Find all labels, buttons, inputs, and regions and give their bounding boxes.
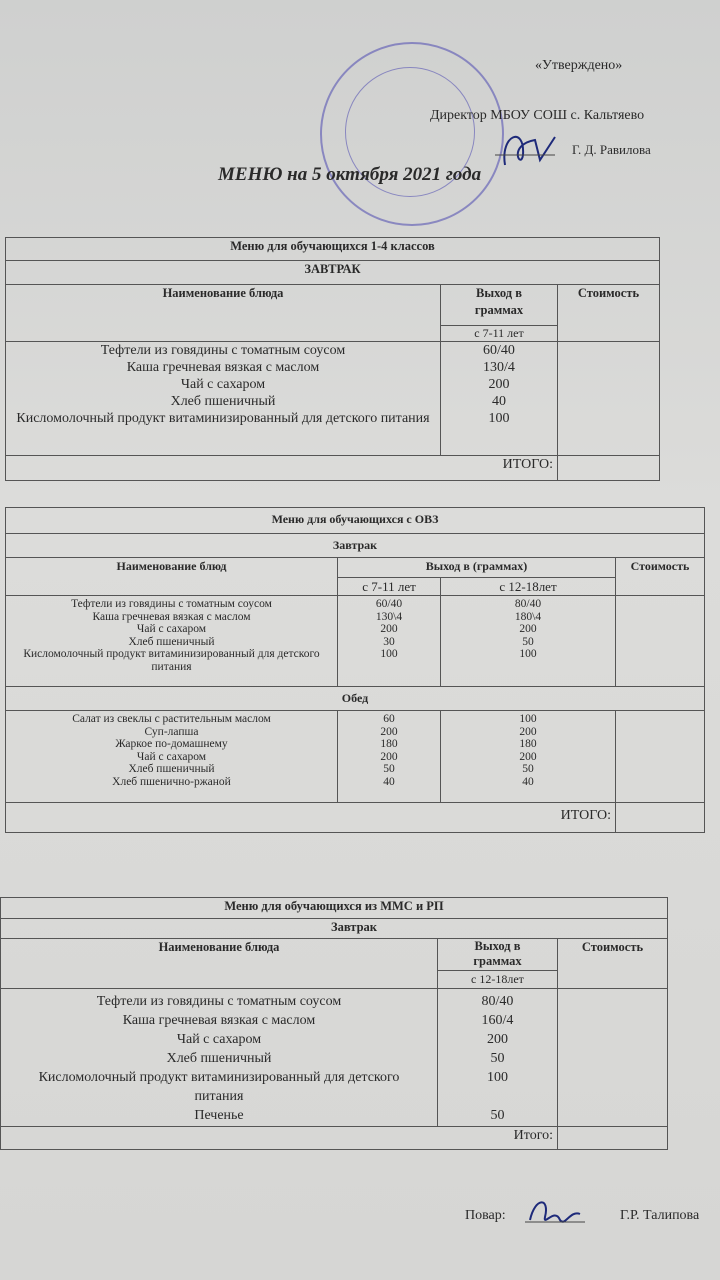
cost-cell (557, 988, 668, 1127)
director-title: Директор МБОУ СОШ с. Кальтяево (430, 108, 645, 123)
total-label: ИТОГО: (5, 455, 558, 481)
table-title: Меню для обучающихся 1-4 классов (5, 237, 660, 261)
col-name: Наименование блюд (5, 557, 338, 596)
col-yield: Выход в граммах (437, 938, 558, 971)
age-group-1: с 7-11 лет (337, 577, 441, 596)
meal-label: ЗАВТРАК (5, 260, 660, 285)
dish-names: Тефтели из говядины с томатным соусом Каш… (5, 341, 441, 456)
stamp-inner-ring (345, 67, 475, 197)
age-group: с 7-11 лет (440, 325, 558, 342)
cost-cell (557, 341, 660, 456)
breakfast-names: Тефтели из говядины с томатным соусом Каш… (5, 595, 338, 687)
lunch-yields-12-18: 100 200 180 200 50 40 (440, 710, 616, 803)
menu-table-1-4: Меню для обучающихся 1-4 классов ЗАВТРАК… (5, 237, 660, 481)
menu-table-ovz: Меню для обучающихся с ОВЗ Завтрак Наиме… (5, 507, 705, 833)
page-title: МЕНЮ на 5 октября 2021 года (218, 164, 482, 185)
meal-label: Завтрак (0, 918, 668, 939)
age-group: с 12-18лет (437, 970, 558, 989)
col-name: Наименование блюда (5, 284, 441, 342)
dish-yields: 80/40 160/4 200 50 100 50 (437, 988, 558, 1127)
cost-cell (615, 710, 705, 803)
cook-name: Г.Р. Талипова (620, 1208, 700, 1223)
total-label: ИТОГО: (5, 802, 616, 833)
lunch-names: Салат из свеклы с растительным маслом Суп… (5, 710, 338, 803)
meal-label: Завтрак (5, 533, 705, 558)
director-signature (495, 135, 556, 166)
cost-cell (615, 595, 705, 687)
total-value (557, 455, 660, 481)
table-title: Меню для обучающихся с ОВЗ (5, 507, 705, 534)
breakfast-yields-12-18: 80/40 180\4 200 50 100 (440, 595, 616, 687)
col-cost: Стоимость (557, 284, 660, 342)
col-yield: Выход в (граммах) (337, 557, 616, 578)
dish-names: Тефтели из говядины с томатным соусом Каш… (0, 988, 438, 1127)
col-cost: Стоимость (557, 938, 668, 989)
director-name: Г. Д. Равилова (572, 142, 651, 157)
col-name: Наименование блюда (0, 938, 438, 989)
total-label: Итого: (0, 1126, 558, 1150)
total-value (615, 802, 705, 833)
lunch-yields-7-11: 60 200 180 200 50 40 (337, 710, 441, 803)
total-value (557, 1126, 668, 1150)
col-yield: Выход в граммах (440, 284, 558, 326)
col-cost: Стоимость (615, 557, 705, 596)
cook-label: Повар: (465, 1208, 506, 1223)
official-stamp (320, 42, 504, 226)
menu-table-mms-rp: Меню для обучающихся из ММС и РП Завтрак… (0, 897, 668, 1150)
meal-label-lunch: Обед (5, 686, 705, 711)
cook-signature (525, 1201, 585, 1223)
dish-yields: 60/40 130/4 200 40 100 (440, 341, 558, 456)
table-title: Меню для обучающихся из ММС и РП (0, 897, 668, 919)
breakfast-yields-7-11: 60/40 130\4 200 30 100 (337, 595, 441, 687)
approved-label: «Утверждено» (535, 58, 623, 73)
age-group-2: с 12-18лет (440, 577, 616, 596)
